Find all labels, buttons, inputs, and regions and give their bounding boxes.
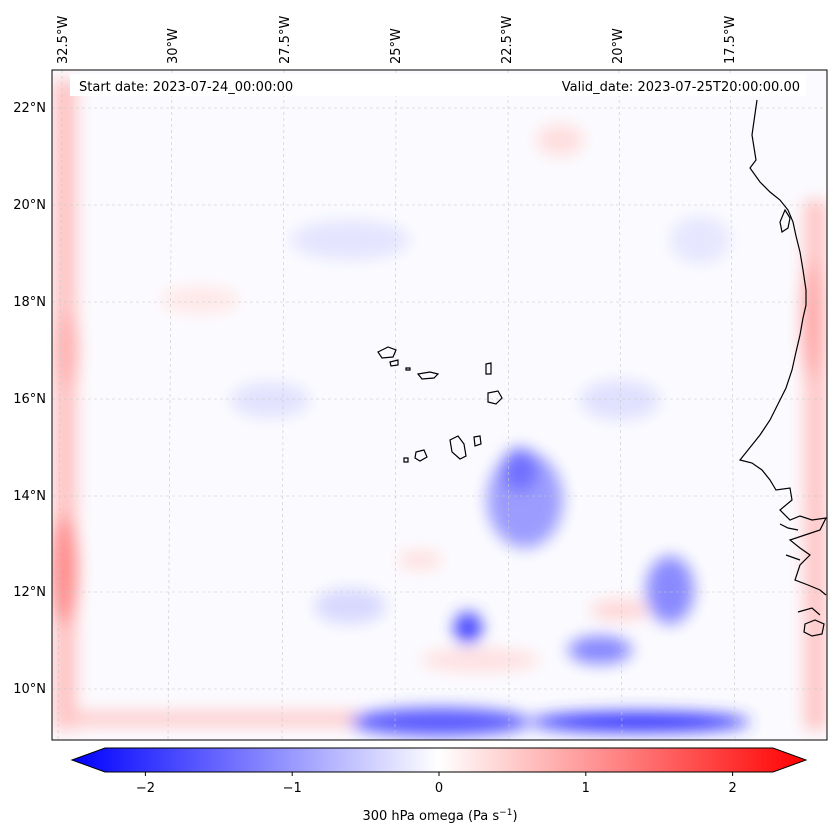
- island-santo-antao: [377, 346, 397, 359]
- bissagos-islands: [803, 619, 825, 637]
- island-maio: [473, 435, 482, 447]
- latitude-labels: 22°N 20°N 18°N 16°N 14°N 12°N 10°N: [13, 101, 46, 697]
- lon-label-27-5w: 27.5°W: [278, 16, 293, 64]
- graticule: [52, 70, 827, 740]
- weak-descent-2: [420, 648, 540, 672]
- lat-label-12n: 12°N: [13, 585, 46, 600]
- cape-verde-islands: [377, 346, 503, 463]
- weak-descent-5: [398, 550, 442, 570]
- weak-ascent-5: [670, 216, 730, 264]
- start-date-label: Start date: 2023-07-24_00:00:00: [79, 80, 293, 95]
- weak-descent-1: [536, 124, 584, 156]
- island-santa-luzia: [405, 367, 411, 371]
- weak-ascent-4: [580, 380, 660, 420]
- valid-date-label: Valid_date: 2023-07-25T20:00:00.00: [562, 80, 800, 95]
- south-boundary-band: [60, 712, 360, 726]
- colorbar-tick-label: −2: [136, 781, 155, 796]
- west-africa-coastline: [738, 99, 827, 596]
- island-sao-nicolau: [416, 371, 440, 380]
- colorbar: −2 −1 0 1 2 300 hPa omega (Pa s−1): [70, 747, 808, 824]
- ascent-cluster-core: [502, 448, 538, 492]
- header-strip: [70, 74, 806, 96]
- ascent-band-south-east: [568, 636, 632, 664]
- lon-label-22-5w: 22.5°W: [500, 16, 515, 64]
- south-descent-core-2: [530, 712, 750, 732]
- colorbar-label: 300 hPa omega (Pa s−1): [362, 808, 517, 824]
- weak-ascent-1: [314, 588, 386, 624]
- ascent-band-east: [646, 556, 694, 624]
- colorbar-body: [70, 747, 808, 773]
- weak-descent-3: [590, 600, 650, 620]
- colorbar-tick-label: 0: [435, 781, 443, 796]
- island-santiago: [449, 435, 467, 460]
- colorbar-tick-label: 2: [728, 781, 736, 796]
- west-boundary-max: [52, 515, 78, 625]
- lon-label-20w: 20°W: [611, 28, 626, 64]
- colorbar-tick-label: 1: [582, 781, 590, 796]
- colorbar-ticks: −2 −1 0 1 2: [136, 772, 737, 796]
- island-fogo: [414, 449, 428, 462]
- south-descent-core: [350, 708, 530, 736]
- coastal-details: [779, 523, 821, 616]
- ascent-spot-south: [454, 612, 482, 644]
- west-boundary-band: [52, 80, 86, 730]
- longitude-labels: 32.5°W 30°W 27.5°W 25°W 22.5°W 20°W 17.5…: [56, 16, 738, 64]
- island-sao-vicente: [389, 359, 399, 367]
- lat-label-14n: 14°N: [13, 489, 46, 504]
- coastal-inlet: [779, 208, 791, 233]
- lat-label-22n: 22°N: [13, 101, 46, 116]
- lat-label-20n: 20°N: [13, 198, 46, 213]
- omega-field: [52, 80, 827, 736]
- lat-label-16n: 16°N: [13, 392, 46, 407]
- west-boundary-lobe: [54, 310, 78, 390]
- map-panel: Start date: 2023-07-24_00:00:00 Valid_da…: [52, 70, 827, 740]
- colorbar-tick-label: −1: [283, 781, 302, 796]
- lat-label-18n: 18°N: [13, 295, 46, 310]
- island-brava: [403, 457, 409, 463]
- lon-label-17-5w: 17.5°W: [723, 16, 738, 64]
- map-background: [52, 70, 827, 740]
- lon-label-32-5w: 32.5°W: [56, 16, 71, 64]
- lon-label-30w: 30°W: [166, 28, 181, 64]
- lat-label-10n: 10°N: [13, 682, 46, 697]
- weak-ascent-3: [290, 220, 410, 260]
- weak-ascent-2: [230, 382, 310, 418]
- lon-label-25w: 25°W: [389, 28, 404, 64]
- weak-descent-4: [160, 286, 240, 314]
- east-boundary-lobe: [802, 260, 822, 380]
- map-frame: [51, 69, 828, 741]
- island-boa-vista: [487, 390, 503, 405]
- island-sal: [485, 362, 492, 375]
